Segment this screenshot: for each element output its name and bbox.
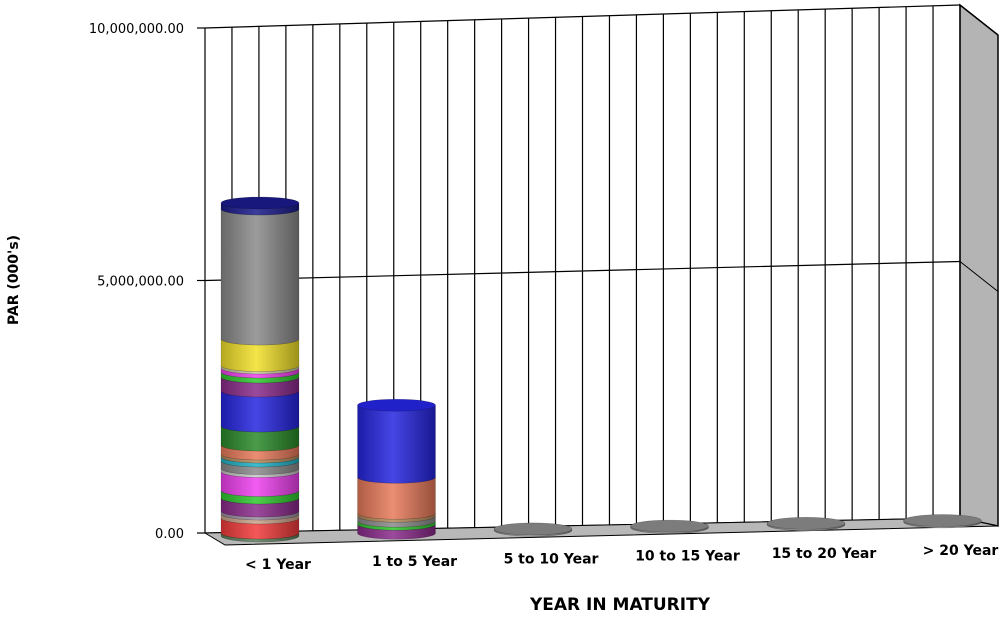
bar-segment	[493, 522, 573, 537]
x-category-label: 10 to 15 Year	[635, 549, 740, 565]
side-wall-gridline	[959, 261, 999, 292]
bar-segment-top	[903, 514, 982, 527]
bar-segment-body	[220, 338, 300, 372]
bar-segment	[220, 202, 300, 346]
chart-floor	[203, 517, 999, 546]
bar-segment	[220, 196, 300, 216]
y-tick-label: 5,000,000.00	[97, 275, 184, 290]
floor-plane	[203, 517, 999, 546]
bar-segment-body	[220, 208, 300, 346]
bar-segment-top	[220, 196, 300, 210]
side-wall-gridline	[959, 4, 999, 36]
y-tick-labels: 0.00 5,000,000.00 10,000,000.00	[89, 22, 205, 542]
x-category-label: 1 to 5 Year	[372, 554, 457, 570]
bar-segment-body	[357, 476, 436, 520]
bar-segment-top	[766, 517, 846, 530]
x-category-label: 5 to 10 Year	[504, 551, 599, 567]
bar-segment-body	[220, 517, 300, 540]
x-axis-title: YEAR IN MATURITY	[529, 595, 711, 615]
bar-segment-body	[357, 404, 436, 484]
x-category-label: > 20 Year	[923, 543, 999, 559]
y-axis-title: PAR (000's)	[6, 235, 22, 325]
horizontal-gridline	[204, 260, 961, 282]
horizontal-gridline	[204, 4, 961, 29]
chart-gridlines	[204, 4, 999, 534]
y-tick-label: 0.00	[155, 527, 184, 542]
chart-bars	[220, 196, 982, 543]
y-tick-label: 10,000,000.00	[89, 22, 184, 37]
bar-segment-body	[220, 390, 300, 433]
bar-segment-top	[493, 522, 573, 536]
bar-segment	[357, 398, 436, 484]
bar-segment	[903, 514, 982, 529]
x-category-label: 15 to 20 Year	[772, 546, 877, 562]
x-category-label: < 1 Year	[245, 557, 311, 573]
bar-segment-top	[630, 519, 709, 533]
x-category-labels: < 1 Year 1 to 5 Year 5 to 10 Year 10 to 15 …	[245, 543, 998, 573]
bar-segment-top	[357, 398, 436, 412]
bar-segment-body	[220, 425, 300, 452]
bar-segment	[630, 519, 709, 534]
bar-segment-body	[220, 471, 300, 497]
bar-segment	[766, 517, 846, 532]
